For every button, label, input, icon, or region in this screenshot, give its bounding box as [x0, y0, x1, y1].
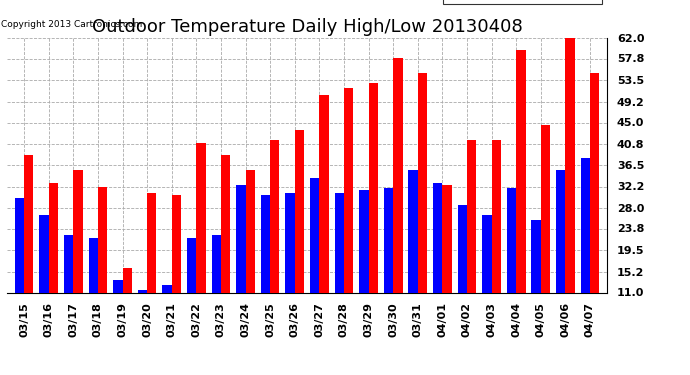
Bar [319, 95, 328, 292]
Bar [123, 267, 132, 292]
Bar [442, 185, 452, 292]
Bar [565, 38, 575, 292]
Bar [197, 142, 206, 292]
Bar [359, 190, 368, 292]
Bar [172, 195, 181, 292]
Bar [482, 215, 491, 292]
Bar [270, 140, 279, 292]
Bar [408, 170, 417, 292]
Bar [212, 235, 221, 292]
Legend: Low  (°F), High  (°F): Low (°F), High (°F) [443, 0, 602, 4]
Bar [138, 290, 147, 292]
Bar [335, 192, 344, 292]
Bar [246, 170, 255, 292]
Bar [98, 186, 107, 292]
Bar [393, 57, 402, 292]
Bar [39, 215, 49, 292]
Bar [516, 50, 526, 292]
Bar [590, 72, 600, 292]
Bar [14, 198, 24, 292]
Bar [433, 183, 442, 292]
Bar [580, 158, 590, 292]
Bar [64, 235, 73, 292]
Bar [368, 82, 378, 292]
Bar [221, 155, 230, 292]
Bar [417, 72, 427, 292]
Bar [113, 280, 123, 292]
Bar [73, 170, 83, 292]
Bar [295, 130, 304, 292]
Bar [491, 140, 501, 292]
Bar [384, 188, 393, 292]
Bar [261, 195, 270, 292]
Bar [187, 237, 197, 292]
Bar [24, 155, 34, 292]
Bar [88, 237, 98, 292]
Bar [310, 177, 319, 292]
Bar [531, 220, 541, 292]
Bar [147, 192, 157, 292]
Bar [236, 185, 246, 292]
Bar [457, 205, 467, 292]
Bar [286, 192, 295, 292]
Bar [162, 285, 172, 292]
Text: Copyright 2013 Cartronics.com: Copyright 2013 Cartronics.com [1, 20, 142, 28]
Bar [541, 125, 550, 292]
Title: Outdoor Temperature Daily High/Low 20130408: Outdoor Temperature Daily High/Low 20130… [92, 18, 522, 36]
Bar [49, 183, 58, 292]
Bar [507, 188, 516, 292]
Bar [556, 170, 565, 292]
Bar [344, 87, 353, 292]
Bar [467, 140, 476, 292]
